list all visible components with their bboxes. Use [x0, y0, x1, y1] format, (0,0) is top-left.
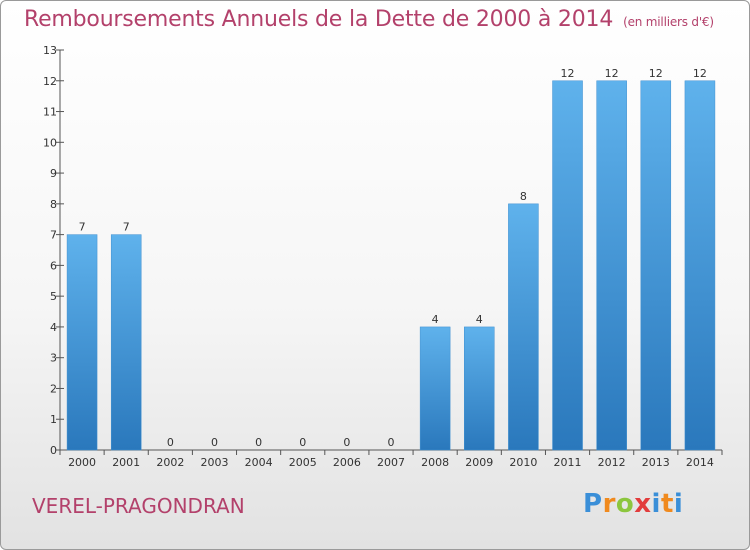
data-label-2011: 12	[561, 67, 575, 80]
x-tick-label-2004: 2004	[245, 456, 273, 469]
y-tick-label: 0	[50, 444, 57, 457]
chart-title-text: Remboursements Annuels de la Dette de 20…	[24, 7, 614, 32]
data-label-2003: 0	[211, 436, 218, 449]
bar-2011	[552, 80, 583, 451]
bar-2000	[66, 234, 98, 451]
chart-unit: (en milliers d'€)	[623, 15, 714, 29]
y-tick-label: 6	[50, 259, 57, 272]
data-label-2006: 0	[343, 436, 350, 449]
x-tick-label-2008: 2008	[421, 456, 449, 469]
x-tick-label-2005: 2005	[289, 456, 317, 469]
y-tick-label: 10	[43, 136, 57, 149]
x-tick-label-2000: 2000	[68, 456, 96, 469]
data-label-2001: 7	[123, 221, 130, 234]
y-tick-label: 1	[50, 413, 57, 426]
data-label-2008: 4	[432, 313, 439, 326]
x-tick-label-2006: 2006	[333, 456, 361, 469]
x-tick-label-2010: 2010	[509, 456, 537, 469]
bar-2008	[419, 326, 451, 451]
chart-bars	[66, 80, 716, 451]
x-tick-label-2003: 2003	[200, 456, 228, 469]
data-label-2002: 0	[167, 436, 174, 449]
y-tick-label: 7	[50, 229, 57, 242]
chart-labels: 7 7 0 0 0 0 0 0 4 4 8 12 12 12 12	[79, 67, 707, 449]
x-tick-label-2012: 2012	[598, 456, 626, 469]
y-tick-label: 12	[43, 75, 57, 88]
y-tick-label: 2	[50, 382, 57, 395]
y-tick-label: 9	[50, 167, 57, 180]
data-label-2009: 4	[476, 313, 483, 326]
bar-2012	[596, 80, 627, 451]
x-tick-label-2002: 2002	[156, 456, 184, 469]
y-tick-label: 4	[50, 321, 57, 334]
bar-2001	[110, 234, 142, 451]
data-label-2012: 12	[605, 67, 619, 80]
y-tick-label: 8	[50, 198, 57, 211]
y-tick-label: 13	[43, 44, 57, 57]
x-tick-label-2007: 2007	[377, 456, 405, 469]
data-label-2014: 12	[693, 67, 707, 80]
chart-title: Remboursements Annuels de la Dette de 20…	[24, 7, 714, 32]
data-label-2013: 12	[649, 67, 663, 80]
bar-2009	[464, 326, 495, 451]
bar-2010	[508, 203, 539, 451]
x-tick-label-2009: 2009	[465, 456, 493, 469]
y-tick-label: 5	[50, 290, 57, 303]
data-label-2004: 0	[255, 436, 262, 449]
x-tick-label-2014: 2014	[686, 456, 714, 469]
data-label-2007: 0	[388, 436, 395, 449]
y-tick-label: 3	[50, 352, 57, 365]
proxiti-logo: Proxiti	[583, 489, 684, 519]
y-tick-label: 11	[43, 106, 57, 119]
bar-2014	[684, 80, 716, 451]
data-label-2000: 7	[79, 221, 86, 234]
data-label-2005: 0	[299, 436, 306, 449]
x-tick-label-2011: 2011	[554, 456, 582, 469]
commune-name: VEREL-PRAGONDRAN	[32, 494, 245, 518]
bar-2013	[640, 80, 672, 451]
x-tick-label-2013: 2013	[642, 456, 670, 469]
data-label-2010: 8	[520, 190, 527, 203]
x-tick-label-2001: 2001	[112, 456, 140, 469]
